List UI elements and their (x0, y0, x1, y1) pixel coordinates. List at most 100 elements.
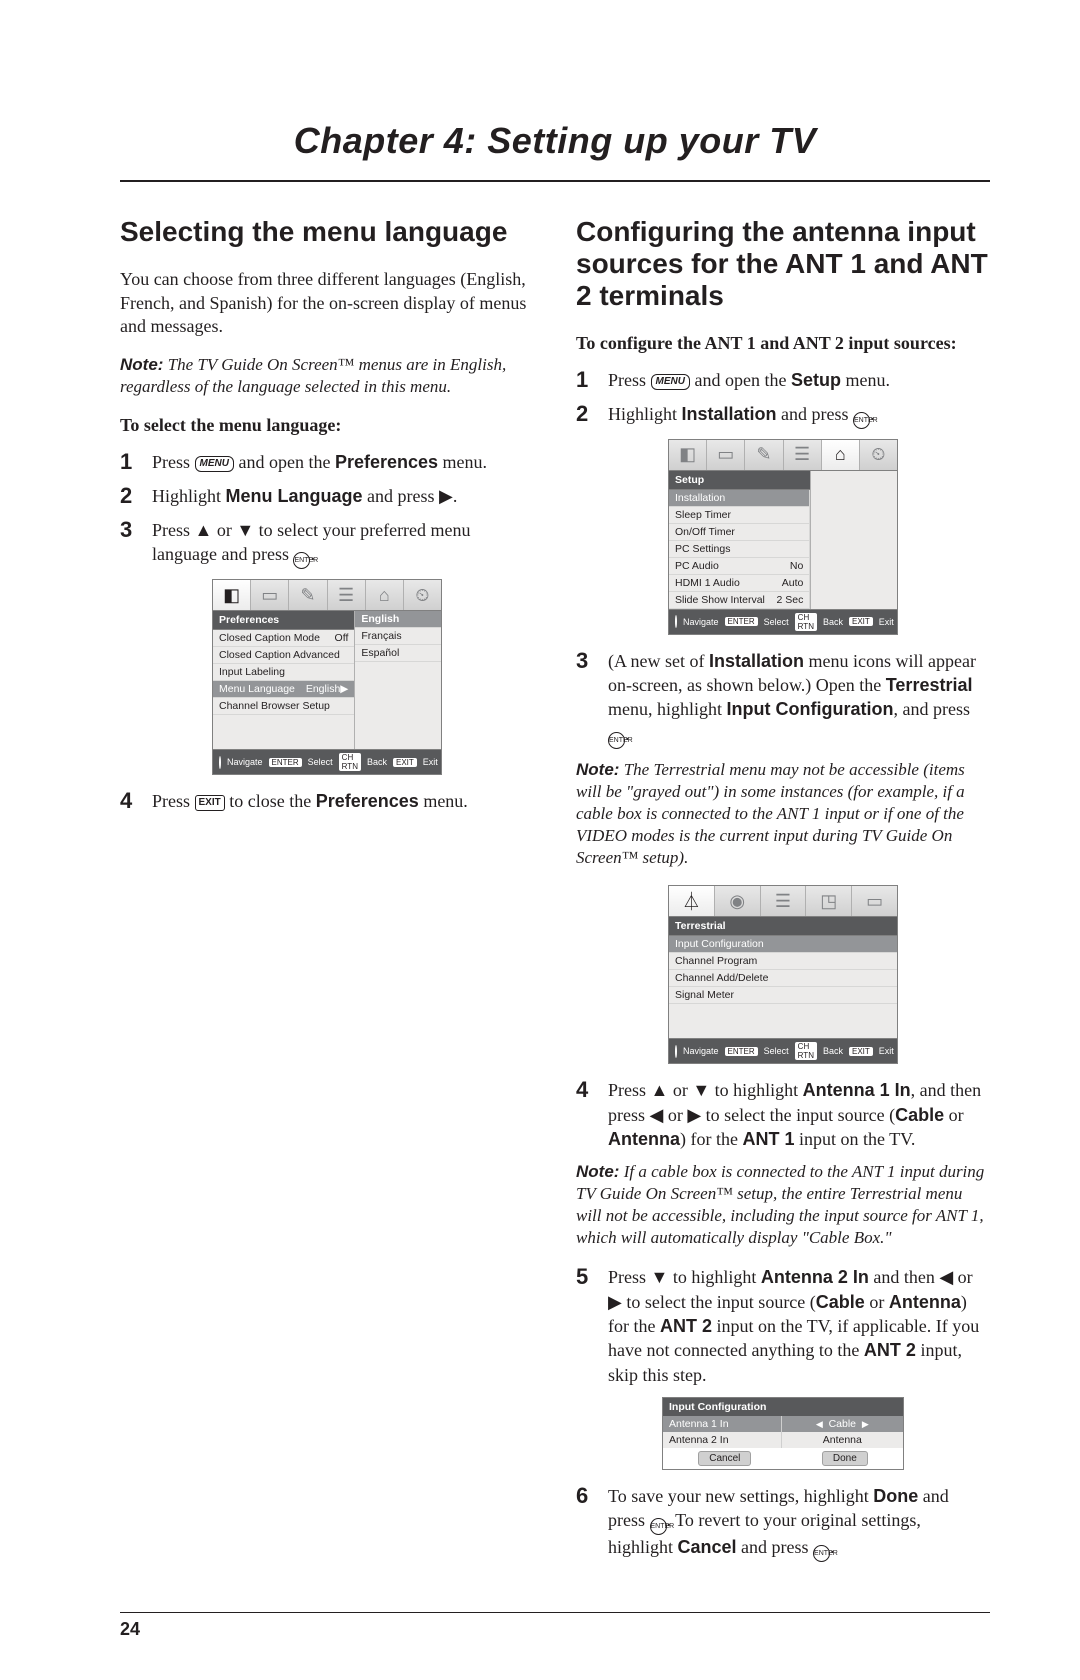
step: 3 Press ▲ or ▼ to select your preferred … (120, 518, 534, 569)
enter-key-icon: ENTER (608, 732, 625, 749)
step-number: 4 (120, 789, 138, 813)
menu-row: PC AudioNo (669, 558, 810, 575)
enter-key-icon: ENTER (293, 552, 310, 569)
tab-icon: ☰ (328, 580, 366, 610)
menu-row: Channel Add/Delete (669, 970, 897, 987)
note-label: Note: (120, 355, 163, 374)
step-number: 1 (576, 368, 594, 392)
tab-icon: ☰ (761, 886, 807, 916)
cancel-button: Cancel (698, 1451, 751, 1466)
step-number: 1 (120, 450, 138, 474)
right-column: Configuring the antenna input sources fo… (576, 216, 990, 1572)
note: Note: The Terrestrial menu may not be ac… (576, 759, 990, 869)
right-heading: Configuring the antenna input sources fo… (576, 216, 990, 313)
tab-strip: ◧ ▭ ✎ ☰ ⌂ ⏲ (212, 579, 442, 611)
step-body: To save your new settings, highlight Don… (608, 1484, 990, 1562)
tab-icon: ⌂ (366, 580, 404, 610)
step: 1 Press MENU and open the Preferences me… (120, 450, 534, 474)
enter-key-icon: ENTER (650, 1518, 667, 1535)
note-label: Note: (576, 760, 619, 779)
menu-title: Preferences (213, 611, 354, 630)
columns: Selecting the menu language You can choo… (120, 216, 990, 1572)
step-body: Press ▲ or ▼ to select your preferred me… (152, 518, 534, 569)
step-number: 6 (576, 1484, 594, 1562)
step: 2 Highlight Menu Language and press ▶. (120, 484, 534, 508)
option-row-selected: English (355, 611, 441, 628)
left-note: Note: The TV Guide On Screen™ menus are … (120, 354, 534, 398)
step-body: Press ▼ to highlight Antenna 2 In and th… (608, 1265, 990, 1386)
tab-icon: ◉ (715, 886, 761, 916)
terrestrial-menu-figure: ⏃ ◉ ☰ ◳ ▭ Terrestrial Input Configuratio… (668, 885, 898, 1064)
dpad-icon (675, 1045, 677, 1058)
inputcfg-row-selected: Antenna 1 In ◀ Cable ▶ (663, 1416, 903, 1432)
tab-icon: ⏲ (860, 440, 897, 470)
chapter-title: Chapter 4: Setting up your TV (120, 120, 990, 162)
tab-icon: ✎ (745, 440, 783, 470)
step: 3 (A new set of Installation menu icons … (576, 649, 990, 749)
menu-body: Setup Installation Sleep Timer On/Off Ti… (668, 471, 898, 610)
inputcfg-title: Input Configuration (663, 1398, 903, 1416)
tab-icon: ⌂ (822, 440, 860, 470)
note-body: The TV Guide On Screen™ menus are in Eng… (120, 355, 506, 396)
menu-row-selected: Menu LanguageEnglish▶ (213, 681, 354, 698)
step-number: 2 (120, 484, 138, 508)
menu-body: Terrestrial Input Configuration Channel … (668, 917, 898, 1039)
menu-row: On/Off Timer (669, 524, 810, 541)
page: Chapter 4: Setting up your TV Selecting … (0, 0, 1080, 1680)
step-body: Press MENU and open the Setup menu. (608, 368, 990, 392)
right-subhead: To configure the ANT 1 and ANT 2 input s… (576, 333, 990, 354)
dpad-icon (219, 756, 221, 769)
tab-icon: ⏲ (404, 580, 441, 610)
step-body: Highlight Menu Language and press ▶. (152, 484, 534, 508)
menu-navbar: Navigate ENTERSelect CH RTNBack EXITExit (668, 610, 898, 635)
menu-row-selected: Installation (669, 490, 810, 507)
right-arrow-icon: ▶ (862, 1419, 869, 1429)
divider (120, 180, 990, 182)
step: 1 Press MENU and open the Setup menu. (576, 368, 990, 392)
step-number: 4 (576, 1078, 594, 1151)
step-number: 3 (120, 518, 138, 569)
step: 6 To save your new settings, highlight D… (576, 1484, 990, 1562)
tab-icon: ▭ (707, 440, 745, 470)
step-number: 3 (576, 649, 594, 749)
step-body: Press EXIT to close the Preferences menu… (152, 789, 534, 813)
preferences-menu-figure: ◧ ▭ ✎ ☰ ⌂ ⏲ Preferences Closed Caption M… (212, 579, 442, 775)
inputcfg-buttons: Cancel Done (663, 1448, 903, 1469)
tab-icon: ✎ (289, 580, 327, 610)
left-heading: Selecting the menu language (120, 216, 534, 248)
tab-icon: ◳ (806, 886, 852, 916)
menu-row: Closed Caption ModeOff (213, 630, 354, 647)
tab-strip: ⏃ ◉ ☰ ◳ ▭ (668, 885, 898, 917)
menu-row: Input Labeling (213, 664, 354, 681)
option-row: Español (355, 645, 441, 662)
note-body: The Terrestrial menu may not be accessib… (576, 760, 965, 867)
step-body: Press MENU and open the Preferences menu… (152, 450, 534, 474)
note-label: Note: (576, 1162, 619, 1181)
menu-navbar: Navigate ENTERSelect CH RTNBack EXITExit (668, 1039, 898, 1064)
done-button: Done (822, 1451, 868, 1466)
option-row: Français (355, 628, 441, 645)
note: Note: If a cable box is connected to the… (576, 1161, 990, 1249)
step-body: Highlight Installation and press ENTER. (608, 402, 990, 429)
tab-strip: ◧ ▭ ✎ ☰ ⌂ ⏲ (668, 439, 898, 471)
menu-row: Sleep Timer (669, 507, 810, 524)
menu-row: Channel Browser Setup (213, 698, 354, 715)
step: 4 Press ▲ or ▼ to highlight Antenna 1 In… (576, 1078, 990, 1151)
step-body: (A new set of Installation menu icons wi… (608, 649, 990, 749)
tab-icon: ▭ (251, 580, 289, 610)
menu-body: Preferences Closed Caption ModeOff Close… (212, 611, 442, 750)
setup-menu-figure: ◧ ▭ ✎ ☰ ⌂ ⏲ Setup Installation Sleep Tim… (668, 439, 898, 635)
menu-key-icon: MENU (195, 456, 234, 472)
left-subhead: To select the menu language: (120, 415, 534, 436)
step-number: 5 (576, 1265, 594, 1386)
step: 2 Highlight Installation and press ENTER… (576, 402, 990, 429)
step: 5 Press ▼ to highlight Antenna 2 In and … (576, 1265, 990, 1386)
menu-title: Setup (669, 471, 810, 490)
menu-row: Channel Program (669, 953, 897, 970)
menu-title: Terrestrial (669, 917, 897, 936)
step-body: Press ▲ or ▼ to highlight Antenna 1 In, … (608, 1078, 990, 1151)
page-number: 24 (120, 1612, 990, 1640)
enter-key-icon: ENTER (853, 412, 870, 429)
left-column: Selecting the menu language You can choo… (120, 216, 534, 1572)
inputcfg-row: Antenna 2 In Antenna (663, 1432, 903, 1448)
